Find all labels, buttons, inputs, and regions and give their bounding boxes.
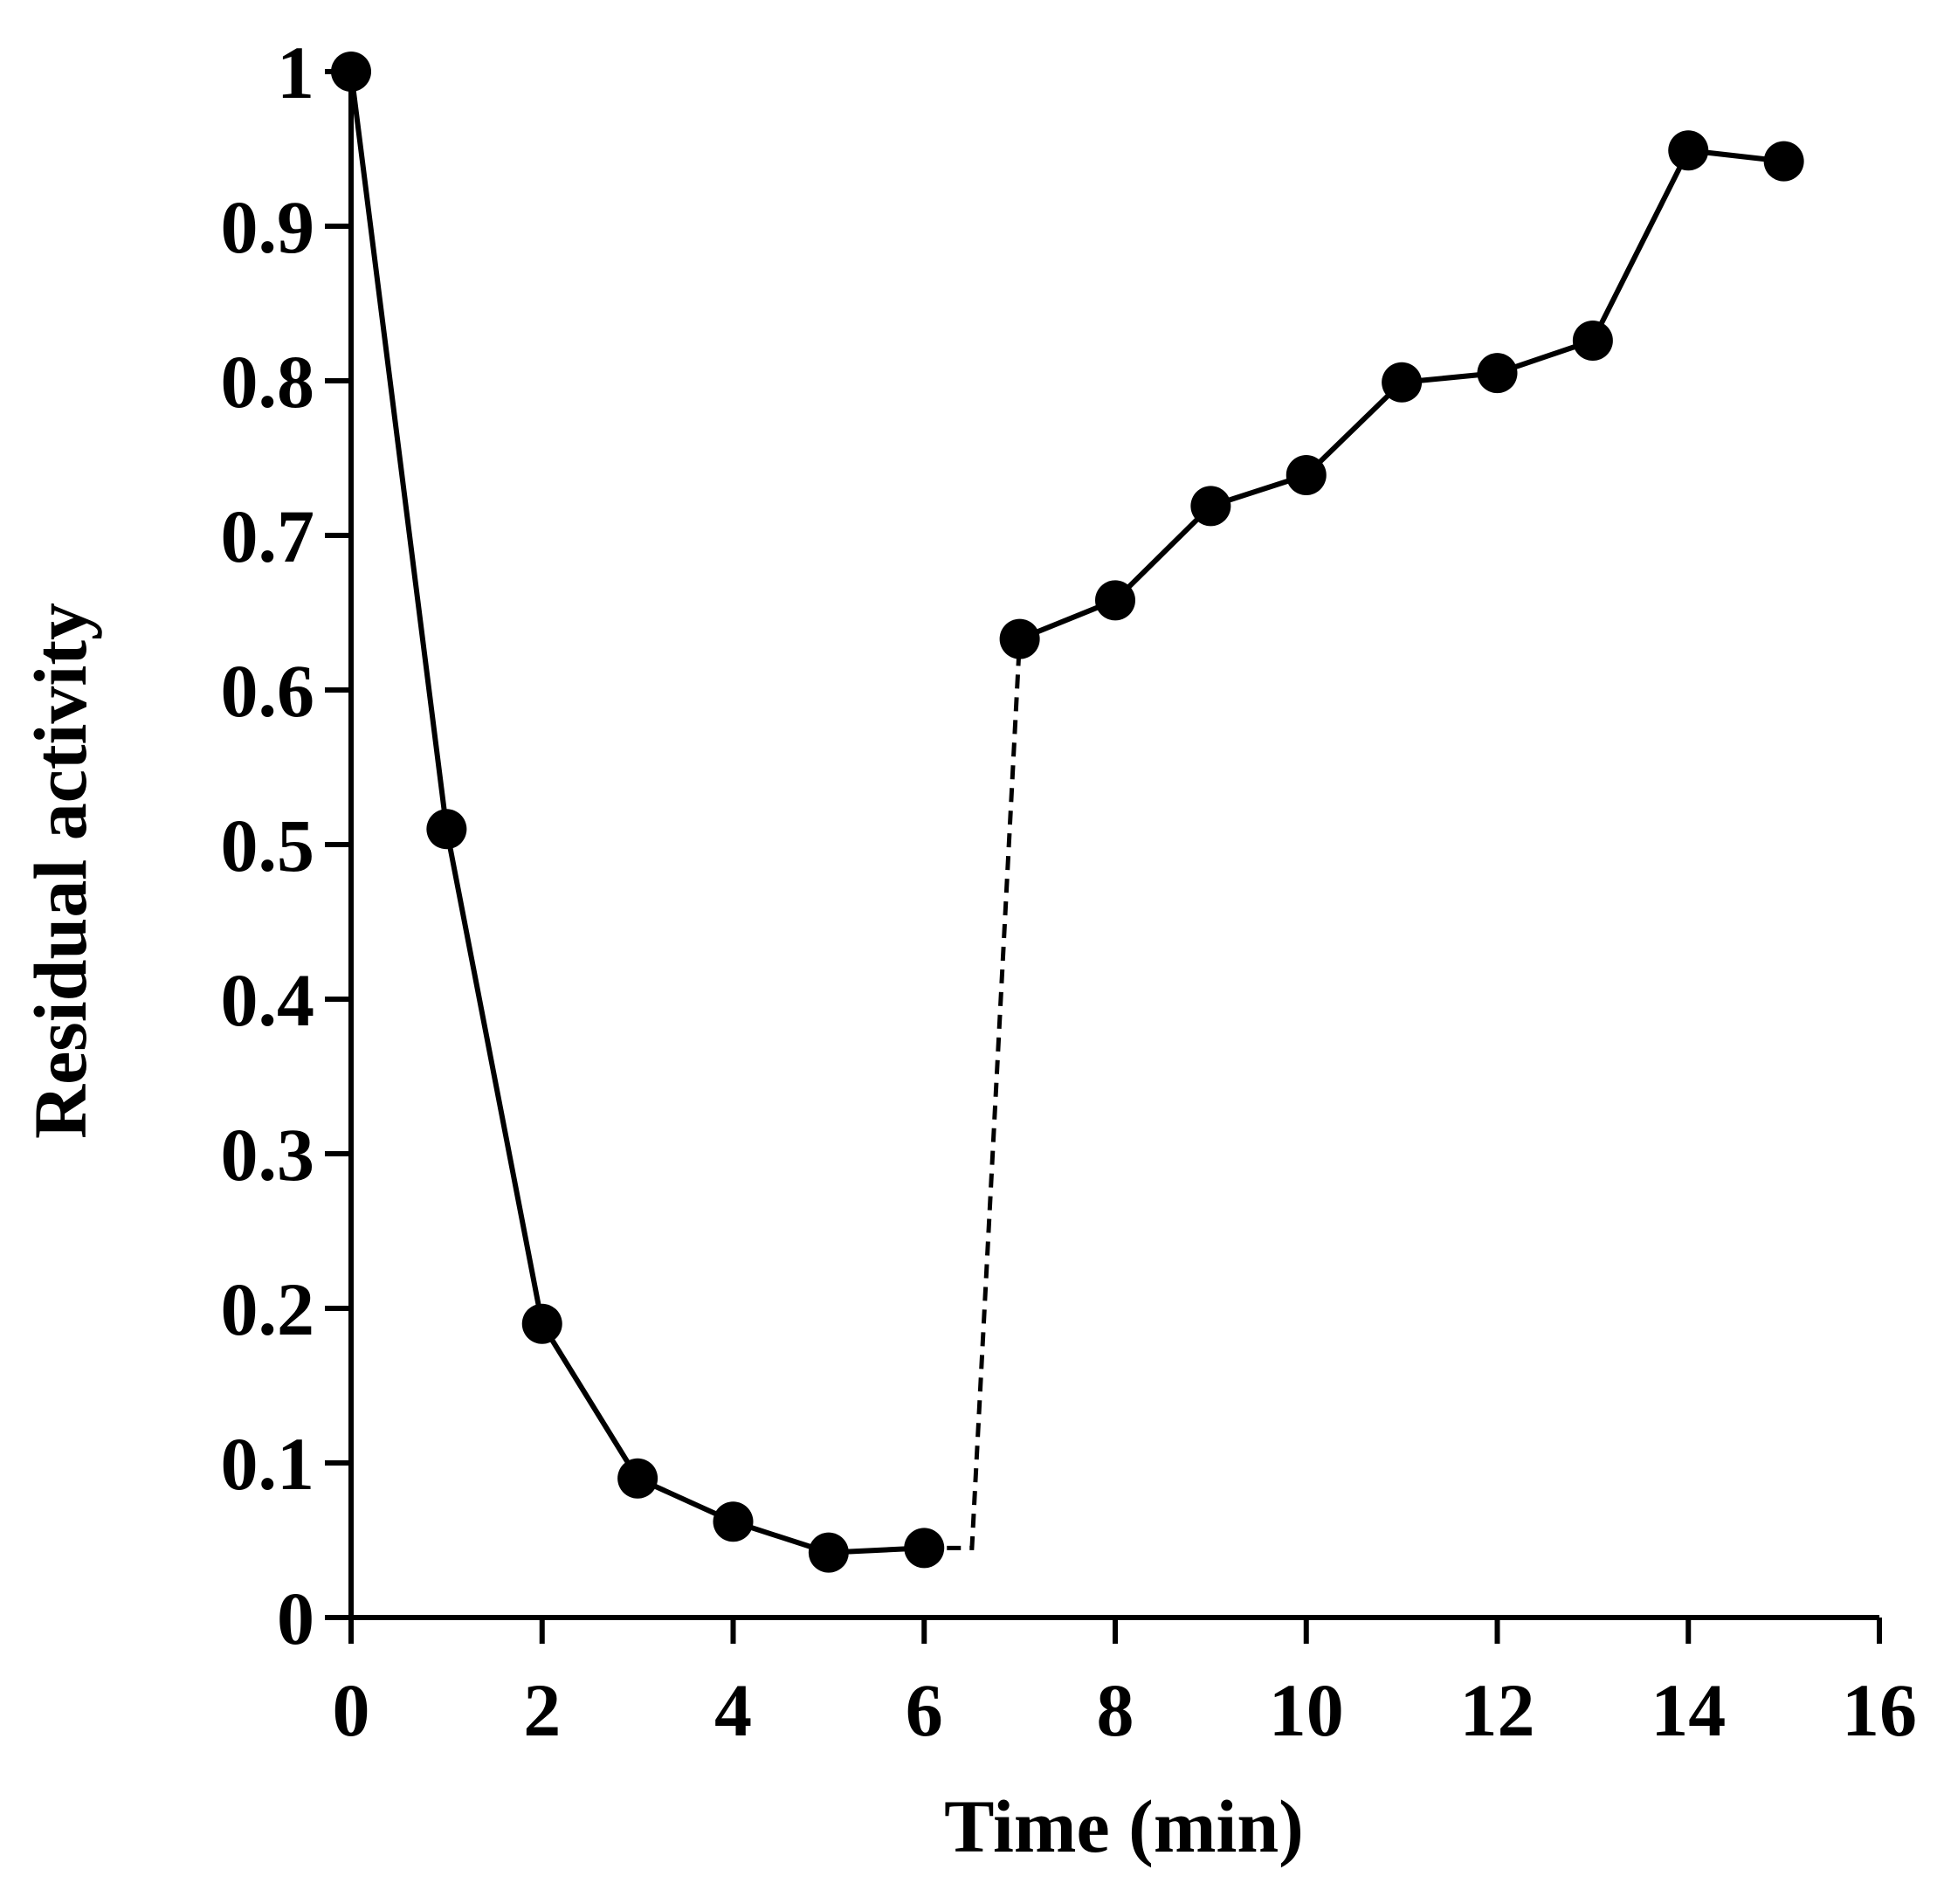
y-tick-label: 0.8 (221, 340, 315, 424)
data-point (999, 618, 1040, 659)
y-tick-label: 0.6 (221, 649, 315, 733)
y-tick-label: 0.5 (221, 804, 315, 887)
y-tick-label: 0.1 (221, 1422, 315, 1506)
data-point (1382, 362, 1423, 403)
y-axis-ticks: 0 0.1 0.2 0.3 0.4 0.5 0.6 0.7 0.8 0.9 1 (221, 31, 351, 1660)
y-tick-label: 1 (277, 31, 314, 114)
x-axis-title: Time (min) (944, 1784, 1304, 1868)
data-point (426, 809, 467, 850)
data-point (713, 1501, 754, 1542)
x-tick-label: 6 (906, 1668, 943, 1752)
y-tick-label: 0.2 (221, 1267, 315, 1351)
data-point (1286, 454, 1327, 495)
data-point (617, 1458, 658, 1499)
axes (348, 72, 1879, 1620)
x-axis-ticks: 0 2 4 6 8 10 12 14 16 (333, 1618, 1917, 1752)
y-tick-label: 0.9 (221, 185, 315, 269)
x-tick-label: 14 (1651, 1668, 1726, 1752)
x-tick-label: 8 (1097, 1668, 1134, 1752)
x-tick-label: 4 (714, 1668, 752, 1752)
data-point (904, 1528, 945, 1569)
data-point (1763, 141, 1804, 182)
x-tick-label: 16 (1842, 1668, 1917, 1752)
y-tick-label: 0 (277, 1576, 314, 1660)
series-lines (348, 71, 1784, 1556)
data-point (1572, 320, 1613, 361)
x-tick-label: 0 (333, 1668, 370, 1752)
y-axis-title: Residual activity (18, 603, 102, 1139)
y-tick-label: 0.7 (221, 494, 315, 578)
data-point (808, 1532, 849, 1573)
data-point (331, 52, 371, 92)
y-tick-label: 0.3 (221, 1113, 315, 1197)
data-point (1668, 130, 1709, 171)
data-point (1095, 580, 1135, 621)
data-point (521, 1303, 562, 1344)
x-tick-label: 10 (1269, 1668, 1344, 1752)
dashed-connector-line (924, 638, 1023, 1550)
x-tick-label: 2 (523, 1668, 561, 1752)
series-points (331, 52, 1804, 1573)
data-point (1190, 486, 1231, 527)
y-tick-label: 0.4 (221, 958, 315, 1042)
x-tick-label: 12 (1460, 1668, 1535, 1752)
data-point (1477, 353, 1518, 394)
